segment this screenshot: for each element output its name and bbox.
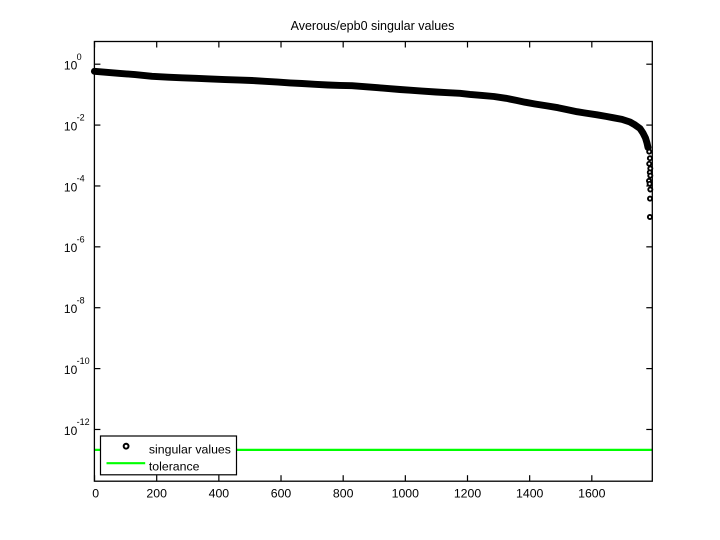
svg-text:singular values: singular values — [149, 442, 231, 456]
svg-text:800: 800 — [333, 487, 354, 501]
svg-text:Averous/epb0 singular values: Averous/epb0 singular values — [291, 19, 455, 33]
svg-text:0: 0 — [77, 52, 82, 62]
svg-text:10: 10 — [64, 180, 78, 194]
svg-text:-6: -6 — [77, 234, 85, 244]
svg-text:1400: 1400 — [516, 487, 544, 501]
svg-text:1200: 1200 — [454, 487, 482, 501]
svg-text:1000: 1000 — [392, 487, 420, 501]
svg-text:-12: -12 — [77, 417, 90, 427]
svg-text:1600: 1600 — [578, 487, 606, 501]
svg-text:200: 200 — [146, 487, 167, 501]
svg-text:10: 10 — [64, 119, 78, 133]
svg-text:10: 10 — [64, 241, 78, 255]
svg-text:10: 10 — [64, 302, 78, 316]
svg-text:10: 10 — [64, 424, 78, 438]
svg-text:600: 600 — [271, 487, 292, 501]
svg-text:10: 10 — [64, 59, 78, 73]
svg-text:-2: -2 — [77, 113, 85, 123]
svg-text:-8: -8 — [77, 295, 85, 305]
svg-text:-4: -4 — [77, 174, 85, 184]
svg-text:400: 400 — [209, 487, 230, 501]
svg-text:-10: -10 — [77, 356, 90, 366]
svg-text:tolerance: tolerance — [149, 459, 200, 473]
svg-text:0: 0 — [92, 487, 99, 501]
svg-text:10: 10 — [64, 363, 78, 377]
